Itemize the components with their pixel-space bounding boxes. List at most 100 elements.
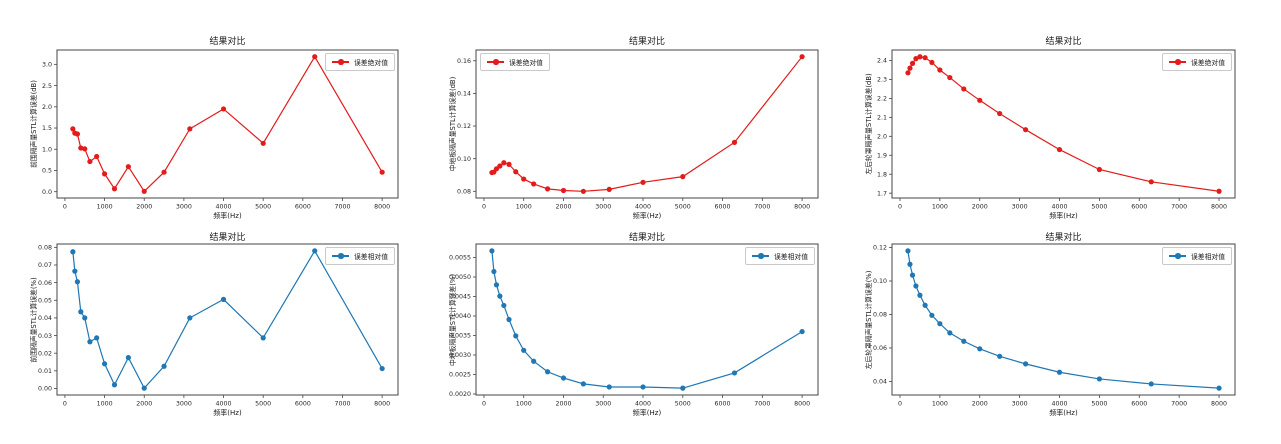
svg-text:0.08: 0.08 (873, 312, 887, 319)
svg-text:2000: 2000 (136, 204, 152, 211)
svg-text:6000: 6000 (295, 401, 311, 408)
svg-text:0.0050: 0.0050 (449, 274, 471, 281)
svg-text:0.00: 0.00 (38, 386, 52, 393)
x-axis-label: 频率(Hz) (1049, 409, 1078, 417)
svg-text:5000: 5000 (675, 401, 691, 408)
svg-text:2000: 2000 (136, 401, 152, 408)
svg-text:3000: 3000 (595, 204, 611, 211)
x-axis-label: 频率(Hz) (213, 409, 242, 417)
svg-text:0.0055: 0.0055 (449, 255, 471, 262)
svg-text:3.0: 3.0 (42, 62, 52, 69)
subplot-bottom-right: 0 1000 2000 3000 4000 5000 6000 7000 8000 0.04 0.0… (854, 222, 1281, 444)
svg-text:2.0: 2.0 (42, 104, 52, 111)
svg-text:1000: 1000 (97, 204, 113, 211)
x-axis-label: 频率(Hz) (213, 212, 242, 220)
subplot-bottom-middle: 0 1000 2000 3000 4000 5000 6000 7000 8000 0.0020 0… (427, 222, 854, 444)
svg-text:8000: 8000 (794, 401, 810, 408)
svg-text:1.9: 1.9 (877, 152, 887, 159)
svg-text:5000: 5000 (1091, 401, 1107, 408)
svg-text:1.8: 1.8 (877, 171, 887, 178)
svg-text:7000: 7000 (334, 204, 350, 211)
legend-label: 误差绝对值 (509, 59, 543, 67)
svg-text:0.0030: 0.0030 (449, 352, 471, 359)
svg-text:1000: 1000 (516, 401, 532, 408)
plot-area-top-middle: 0 1000 2000 3000 4000 5000 6000 7000 8000 0.08 0.1… (457, 49, 819, 211)
svg-text:2000: 2000 (972, 401, 988, 408)
svg-text:0.0020: 0.0020 (449, 391, 471, 398)
svg-text:0: 0 (63, 401, 67, 408)
svg-text:3000: 3000 (1012, 204, 1028, 211)
svg-text:4000: 4000 (1051, 204, 1067, 211)
svg-text:0.02: 0.02 (38, 350, 52, 357)
chart-title: 结果对比 (628, 233, 666, 243)
legend-label: 误差绝对值 (354, 59, 388, 67)
legend: 误差绝对值 (1162, 53, 1232, 71)
svg-text:8000: 8000 (1211, 401, 1227, 408)
chart-title: 结果对比 (1045, 37, 1082, 47)
svg-text:6000: 6000 (1131, 401, 1147, 408)
svg-text:8000: 8000 (374, 401, 390, 408)
svg-text:2000: 2000 (555, 401, 571, 408)
svg-text:1.5: 1.5 (42, 125, 52, 132)
svg-text:7000: 7000 (1171, 401, 1187, 408)
svg-text:2.2: 2.2 (877, 96, 887, 103)
legend-label: 误差绝对值 (1191, 59, 1225, 67)
svg-text:0.01: 0.01 (38, 368, 52, 375)
svg-text:0.07: 0.07 (38, 262, 52, 269)
y-axis-label: 中地板隔声量STL计算误差(dB) (449, 76, 457, 172)
svg-text:0.12: 0.12 (457, 123, 471, 130)
legend-line-marker-icon (487, 59, 504, 65)
svg-text:0: 0 (63, 204, 67, 211)
svg-text:3000: 3000 (176, 204, 192, 211)
svg-text:5000: 5000 (255, 401, 271, 408)
chart-title: 结果对比 (209, 233, 246, 243)
svg-text:3000: 3000 (176, 401, 192, 408)
svg-text:8000: 8000 (374, 204, 390, 211)
chart-title: 结果对比 (209, 37, 246, 47)
plot-area-bottom-left: 0 1000 2000 3000 4000 5000 6000 7000 8000 0.00 0.0… (38, 243, 399, 408)
svg-text:0.0025: 0.0025 (449, 372, 471, 379)
svg-text:1000: 1000 (516, 204, 532, 211)
svg-text:4000: 4000 (1051, 401, 1067, 408)
svg-text:4000: 4000 (635, 204, 651, 211)
svg-text:3000: 3000 (1012, 401, 1028, 408)
svg-text:5000: 5000 (255, 204, 271, 211)
legend: 误差绝对值 (480, 53, 550, 71)
svg-text:1000: 1000 (932, 401, 948, 408)
svg-text:0.04: 0.04 (873, 379, 887, 386)
svg-text:0.5: 0.5 (42, 168, 52, 175)
svg-text:7000: 7000 (334, 401, 350, 408)
svg-text:0.06: 0.06 (873, 345, 887, 352)
svg-text:0.10: 0.10 (873, 278, 887, 285)
svg-text:0.03: 0.03 (38, 333, 52, 340)
svg-text:0.0045: 0.0045 (449, 294, 471, 301)
svg-text:8000: 8000 (794, 204, 810, 211)
svg-text:5000: 5000 (1091, 204, 1107, 211)
y-axis-label: 前围隔声量STL计算误差(dB) (30, 80, 38, 168)
plot-area-top-right: 0 1000 2000 3000 4000 5000 6000 7000 8000 1.7 1.8 1… (877, 49, 1236, 211)
legend: 误差相对值 (1162, 247, 1232, 265)
legend-line-marker-icon (1169, 253, 1187, 259)
svg-text:0: 0 (482, 204, 486, 211)
subplot-top-right: 0 1000 2000 3000 4000 5000 6000 7000 8000 1.7 1.8 1… (854, 0, 1281, 222)
chart-title: 结果对比 (628, 37, 666, 47)
x-axis-label: 频率(Hz) (1049, 212, 1078, 220)
svg-text:5000: 5000 (675, 204, 691, 211)
y-axis-label: 中地板隔声量STL计算误差(%) (449, 273, 457, 366)
legend: 误差绝对值 (325, 53, 395, 71)
svg-text:4000: 4000 (216, 204, 232, 211)
svg-text:7000: 7000 (754, 401, 770, 408)
svg-text:0.0040: 0.0040 (449, 313, 471, 320)
svg-text:7000: 7000 (754, 204, 770, 211)
svg-text:2.0: 2.0 (877, 134, 887, 141)
svg-text:6000: 6000 (295, 204, 311, 211)
svg-text:0.10: 0.10 (457, 156, 471, 163)
plot-area-bottom-right: 0 1000 2000 3000 4000 5000 6000 7000 8000 0.04 0.0… (873, 243, 1236, 408)
x-axis-label: 频率(Hz) (632, 212, 662, 220)
y-axis-label: 前围隔声量STL计算误差(%) (30, 276, 38, 363)
svg-text:6000: 6000 (1131, 204, 1147, 211)
svg-text:0.05: 0.05 (38, 297, 52, 304)
svg-text:2.5: 2.5 (42, 83, 52, 90)
subplot-top-left: 0 1000 2000 3000 4000 5000 6000 7000 8000 0.0 0.5 1… (0, 0, 427, 222)
